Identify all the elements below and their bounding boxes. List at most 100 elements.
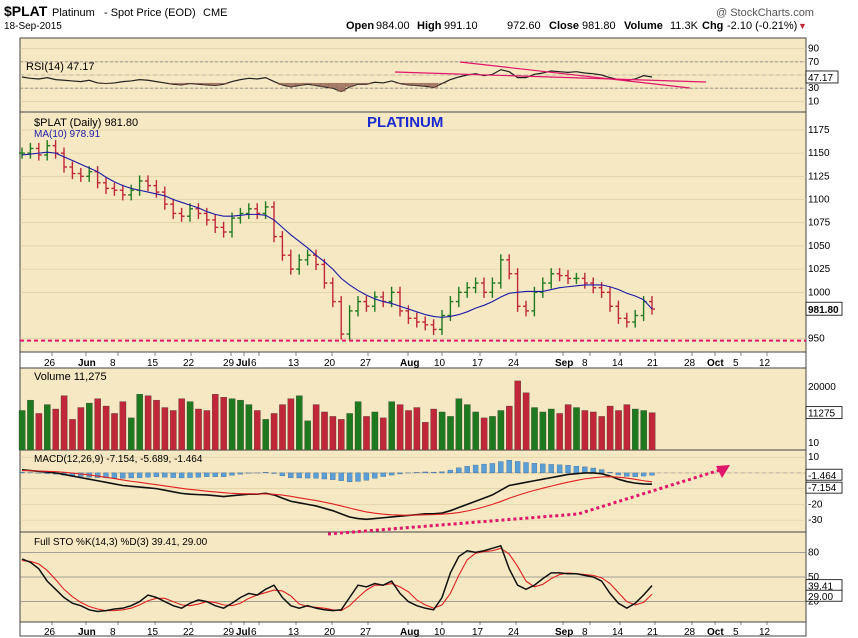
x-axis-label: 28: [684, 358, 696, 369]
macd-histogram-bar: [582, 466, 588, 474]
x-axis-label: 13: [288, 358, 300, 369]
volume-label: Volume: [624, 20, 663, 32]
indicator-panels: [19, 37, 807, 637]
macd-histogram-bar: [649, 472, 655, 476]
volume-bar: [35, 413, 43, 451]
sto-legend: Full STO %K(14,3) %D(3) 39.41, 29.00: [34, 537, 208, 548]
x-axis-label: 12: [759, 358, 771, 369]
macd-histogram-bar: [304, 472, 311, 479]
volume-bar: [102, 405, 110, 451]
price-tick-label: 1050: [808, 241, 831, 252]
price-tick-label: 1125: [808, 171, 830, 182]
x-axis-label: 28: [684, 627, 696, 638]
volume-bar: [632, 408, 639, 451]
macd-hist-tag: -1.464: [808, 471, 837, 482]
x-axis-label: 29: [223, 627, 235, 638]
macd-histogram-bar: [598, 469, 605, 474]
chg-value: -2.10 (-0.21%): [727, 20, 797, 32]
volume-bar: [270, 413, 278, 451]
x-axis-label: Oct: [707, 627, 724, 638]
plot-layer: [18, 61, 806, 613]
symbol-name: Platinum: [52, 7, 95, 19]
x-axis-label: 8: [110, 358, 116, 369]
rsi-last-tag: 47.17: [808, 73, 833, 84]
volume-bar: [422, 422, 429, 451]
x-axis-label: 15: [147, 358, 159, 369]
price-tick-label: 1000: [808, 287, 831, 298]
volume-bar: [581, 410, 589, 451]
macd-tick-label: -30: [808, 515, 823, 526]
rsi-tick-label: 90: [808, 44, 820, 55]
macd-histogram-bar: [514, 461, 521, 474]
volume-bar: [119, 401, 127, 451]
macd-signal-line: [21, 469, 653, 516]
volume-bar: [598, 416, 605, 451]
sto-k-line: [21, 544, 653, 613]
macd-histogram-bar: [94, 472, 101, 478]
macd-histogram-bar: [540, 463, 546, 474]
x-axis-label: Oct: [707, 358, 724, 369]
sto-d-tag-box: [805, 589, 843, 602]
rsi-legend: RSI(14) 47.17: [26, 61, 94, 73]
chg-down-arrow-icon: ▼: [798, 21, 807, 31]
date-axis-strip-1: [19, 621, 807, 637]
macd-histogram-bar: [388, 472, 395, 476]
x-axis-label: 24: [508, 358, 520, 369]
volume-last-tag: 11275: [808, 409, 836, 420]
ma10-line: [21, 151, 653, 318]
macd-histogram-bar: [422, 471, 428, 474]
volume-bar: [346, 413, 353, 451]
volume-bar: [153, 399, 160, 451]
volume-bar: [388, 401, 395, 451]
rsi-tick-label: 10: [808, 96, 820, 107]
volume-bar: [497, 410, 505, 451]
x-axis-label: 10: [434, 627, 446, 638]
volume-bar: [506, 405, 513, 451]
rsi-tick-label: 70: [808, 57, 820, 68]
macd-histogram-bar: [481, 463, 487, 474]
volume-bar: [52, 408, 59, 451]
volume-bar: [128, 417, 135, 451]
volume-bar: [489, 416, 496, 451]
macd-histogram-bar: [640, 472, 647, 477]
volume-bar: [304, 420, 311, 451]
macd-histogram-bar: [632, 472, 638, 477]
macd-histogram-bar: [531, 463, 538, 474]
volume-bar: [438, 411, 446, 451]
x-axis-label: 8: [110, 627, 116, 638]
macd-histogram-bar: [220, 472, 227, 477]
volume-bar: [531, 407, 538, 451]
volume-bar: [615, 410, 622, 451]
macd-histogram-bar: [430, 471, 437, 474]
volume-bar: [186, 401, 194, 451]
exchange: CME: [203, 7, 227, 19]
macd-value-tag: -7.154: [808, 483, 837, 494]
price-panel: [19, 111, 807, 353]
macd-histogram-bar: [212, 472, 218, 477]
x-axis-label: 26: [44, 358, 56, 369]
x-axis-label: Jun: [78, 358, 96, 369]
macd-histogram-bar: [330, 472, 336, 480]
macd-histogram-bar: [607, 472, 613, 474]
x-axis-label: 21: [647, 358, 659, 369]
volume-bar: [287, 398, 295, 451]
x-axis-label: 17: [472, 358, 484, 369]
x-axis-label: Sep: [555, 358, 573, 369]
volume-bar: [548, 408, 555, 451]
macd-histogram-bar: [372, 472, 378, 479]
macd-histogram-bar: [472, 464, 479, 474]
volume-bar: [279, 404, 286, 451]
high-value: 991.10: [444, 20, 478, 32]
chg-label: Chg: [702, 20, 723, 32]
high-label: High: [417, 20, 442, 32]
macd-panel: [19, 449, 807, 533]
volume-bar: [296, 395, 303, 451]
macd-histogram-bar: [523, 462, 529, 474]
macd-histogram-bar: [162, 472, 168, 478]
volume-bar: [161, 407, 169, 451]
macd-histogram-bar: [464, 466, 470, 474]
macd-histogram-bar: [153, 472, 160, 477]
volume-bar: [455, 398, 463, 451]
